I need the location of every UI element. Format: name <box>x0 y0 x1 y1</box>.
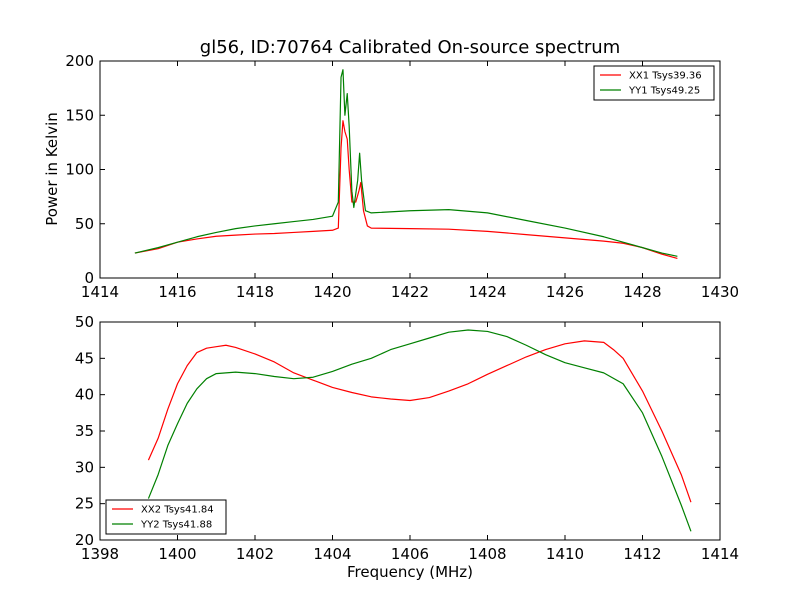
y-tick-label: 150 <box>65 106 94 124</box>
y-tick-label: 50 <box>75 313 94 331</box>
y-tick-label: 40 <box>75 386 94 404</box>
x-tick-label: 1428 <box>623 283 661 301</box>
legend-label: XX1 Tsys39.36 <box>629 71 702 82</box>
x-tick-label: 1424 <box>468 283 506 301</box>
legend-box <box>105 499 227 535</box>
y-axis-label: Power in Kelvin <box>43 112 61 226</box>
y-tick-label: 200 <box>65 52 94 70</box>
x-axis-label: Frequency (MHz) <box>347 563 473 581</box>
legend-label: YY2 Tsys41.88 <box>140 520 212 531</box>
series-line-1 <box>147 329 692 532</box>
x-tick-label: 1408 <box>468 545 506 563</box>
y-tick-label: 45 <box>75 349 94 367</box>
legend: XX1 Tsys39.36 YY1 Tsys49.25 <box>593 65 715 101</box>
y-tick-label: 25 <box>75 495 94 513</box>
bottom-plot-area: 1398 1400 1402 1404 1406 1408 1410 1412 1414 20 25… <box>75 313 739 563</box>
y-tick-label: 30 <box>75 458 94 476</box>
top-plot-area: 1414 1416 1418 1420 1422 1424 1426 1428 1430 0 50 1… <box>65 52 739 301</box>
x-tick-label: 1422 <box>391 283 429 301</box>
x-tick-label: 1412 <box>623 545 661 563</box>
x-tick-label: 1430 <box>701 283 739 301</box>
y-tick-label: 100 <box>65 161 94 179</box>
y-tick-label: 35 <box>75 422 94 440</box>
x-tick-label: 1414 <box>81 283 119 301</box>
x-tick-label: 1406 <box>391 545 429 563</box>
x-tick-label: 1416 <box>158 283 196 301</box>
series-group <box>147 329 692 532</box>
legend-label: XX2 Tsys41.84 <box>141 505 214 516</box>
x-tick-label: 1418 <box>236 283 274 301</box>
x-tick-label: 1400 <box>158 545 196 563</box>
series-line-0 <box>147 340 692 503</box>
y-tick-label: 0 <box>84 269 94 287</box>
series-line-0 <box>134 120 678 260</box>
y-tick-label: 50 <box>75 215 94 233</box>
y-tick-label: 20 <box>75 531 94 549</box>
chart-title: gl56, ID:70764 Calibrated On-source spec… <box>200 37 620 58</box>
x-tick-label: 1426 <box>546 283 584 301</box>
x-tick-label: 1404 <box>313 545 351 563</box>
x-tick-label: 1420 <box>313 283 351 301</box>
legend: XX2 Tsys41.84 YY2 Tsys41.88 <box>105 499 227 535</box>
top-chart: gl56, ID:70764 Calibrated On-source spec… <box>43 37 739 301</box>
series-group <box>134 69 678 260</box>
legend-box <box>593 65 715 101</box>
series-line-1 <box>134 69 678 257</box>
legend-label: YY1 Tsys49.25 <box>628 86 700 97</box>
x-tick-label: 1414 <box>701 545 739 563</box>
x-tick-label: 1402 <box>236 545 274 563</box>
bottom-chart: Frequency (MHz) 1398 1400 1402 1404 1406 1408… <box>75 313 739 581</box>
x-tick-label: 1398 <box>81 545 119 563</box>
x-tick-label: 1410 <box>546 545 584 563</box>
